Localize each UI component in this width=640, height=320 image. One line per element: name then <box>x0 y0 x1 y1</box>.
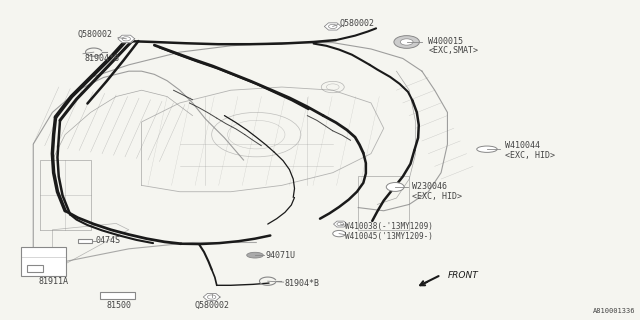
Text: W410038(-'13MY1209): W410038(-'13MY1209) <box>346 222 433 231</box>
Polygon shape <box>324 23 341 30</box>
Circle shape <box>394 36 419 48</box>
Text: A810001336: A810001336 <box>593 308 636 314</box>
Text: 81911A: 81911A <box>38 277 68 286</box>
Text: <EXC, HID>: <EXC, HID> <box>412 192 462 201</box>
Text: W400015: W400015 <box>428 36 463 45</box>
FancyBboxPatch shape <box>20 247 67 276</box>
Text: FRONT: FRONT <box>447 271 478 280</box>
Text: W410044: W410044 <box>505 141 540 150</box>
Circle shape <box>333 230 346 237</box>
FancyBboxPatch shape <box>27 265 43 272</box>
FancyBboxPatch shape <box>78 239 92 243</box>
FancyBboxPatch shape <box>100 292 135 299</box>
Text: <EXC,SMAT>: <EXC,SMAT> <box>428 46 478 55</box>
Circle shape <box>337 222 344 226</box>
Circle shape <box>207 295 216 299</box>
Text: 94071U: 94071U <box>266 251 296 260</box>
Text: Q580002: Q580002 <box>78 30 113 39</box>
Circle shape <box>387 182 404 191</box>
Text: 0474S: 0474S <box>96 236 121 245</box>
Ellipse shape <box>477 146 497 152</box>
Text: 81904*B: 81904*B <box>84 54 119 63</box>
Text: 81904*B: 81904*B <box>285 279 320 288</box>
Text: W230046: W230046 <box>412 182 447 191</box>
Circle shape <box>400 39 413 45</box>
Polygon shape <box>333 221 348 227</box>
Text: Q580002: Q580002 <box>339 19 374 28</box>
Text: W410045('13MY1209-): W410045('13MY1209-) <box>346 232 433 241</box>
Text: Q580002: Q580002 <box>194 301 229 310</box>
Ellipse shape <box>246 252 263 258</box>
Polygon shape <box>204 293 220 301</box>
Circle shape <box>328 24 337 28</box>
Polygon shape <box>118 35 134 43</box>
Text: 81500: 81500 <box>107 301 132 310</box>
Text: <EXC, HID>: <EXC, HID> <box>505 151 555 160</box>
Circle shape <box>122 37 131 41</box>
